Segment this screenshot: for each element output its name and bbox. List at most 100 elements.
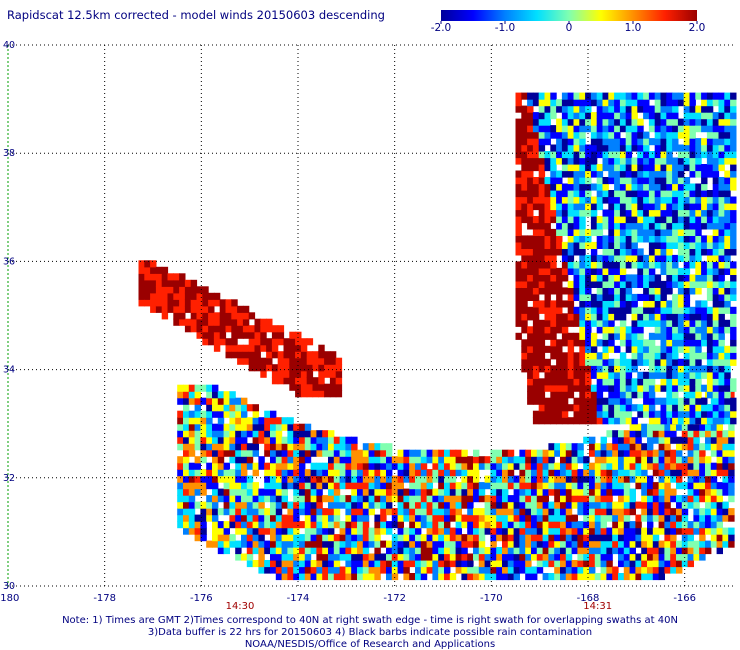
wind-cell [730, 235, 737, 243]
wind-cell [206, 430, 213, 438]
wind-cell [455, 514, 462, 522]
wind-cell [548, 573, 555, 581]
wind-cell [252, 508, 259, 516]
wind-cell [689, 248, 696, 256]
wind-cell [310, 566, 317, 574]
wind-cell [304, 430, 312, 438]
wind-cell [208, 312, 215, 320]
wind-cell [264, 527, 271, 535]
wind-cell [699, 423, 706, 431]
wind-cell [695, 261, 702, 269]
wind-cell [183, 456, 190, 464]
wind-cell [449, 469, 457, 477]
wind-cell [328, 443, 335, 451]
wind-cell [677, 157, 685, 165]
wind-cell [666, 391, 673, 399]
wind-cell [490, 482, 497, 490]
wind-cell [507, 495, 515, 503]
wind-cell [619, 118, 627, 126]
wind-cell [295, 351, 302, 359]
wind-cell [641, 423, 648, 431]
wind-cell [403, 456, 410, 464]
wind-cell [583, 527, 590, 535]
wind-cell [730, 99, 737, 107]
wind-cell [351, 514, 358, 522]
wind-cell [594, 573, 602, 581]
wind-cell [643, 235, 650, 243]
wind-cell [643, 112, 650, 120]
wind-cell [695, 164, 702, 172]
wind-cell [619, 352, 627, 360]
wind-cell [718, 216, 725, 224]
wind-cell [660, 339, 667, 347]
wind-cell [473, 456, 480, 464]
wind-cell [579, 339, 586, 347]
wind-cell [550, 151, 557, 159]
wind-cell [670, 475, 677, 483]
wind-cell [229, 449, 236, 457]
wind-cell [602, 326, 609, 334]
wind-cell [701, 306, 708, 314]
wind-cell [619, 319, 627, 327]
wind-cell [666, 358, 673, 366]
wind-cell [565, 573, 573, 581]
wind-cell [455, 547, 462, 555]
wind-cell [625, 345, 633, 353]
wind-cell [304, 573, 312, 581]
wind-cell [643, 138, 650, 146]
wind-cell [287, 547, 294, 555]
wind-cell [730, 280, 737, 288]
wind-cell [328, 449, 335, 457]
wind-cell [275, 573, 283, 581]
wind-cell [602, 222, 609, 230]
wind-cell [602, 378, 609, 386]
wind-cell [701, 300, 708, 308]
y-tick-label: 38 [3, 148, 15, 159]
wind-cell [652, 566, 660, 574]
wind-cell [223, 391, 230, 399]
wind-cell [648, 151, 656, 159]
wind-cell [618, 436, 625, 444]
wind-cell [672, 235, 679, 243]
wind-cell [150, 273, 157, 281]
wind-cell [695, 144, 702, 152]
wind-cell [426, 495, 433, 503]
wind-cell [241, 462, 248, 470]
wind-cell [664, 423, 671, 431]
x-tick-label: -172 [383, 593, 406, 604]
wind-cell [532, 177, 540, 185]
wind-cell [397, 527, 404, 535]
wind-cell [362, 534, 370, 542]
wind-cell [585, 267, 592, 275]
wind-cell [217, 540, 225, 548]
wind-cell [710, 462, 718, 470]
wind-cell [409, 514, 416, 522]
wind-cell [652, 436, 660, 444]
wind-cell [202, 299, 209, 307]
wind-cell [554, 560, 561, 568]
wind-cell [438, 449, 445, 457]
wind-cell [299, 540, 306, 548]
wind-cell [515, 209, 522, 217]
wind-cell [561, 391, 569, 399]
wind-cell [345, 527, 352, 535]
wind-cell [571, 547, 578, 555]
wind-cell [538, 365, 546, 373]
wind-cell [270, 560, 277, 568]
wind-cell [235, 443, 242, 451]
wind-cell [701, 384, 708, 392]
wind-cell [318, 351, 325, 359]
wind-cell [241, 482, 248, 490]
wind-cell [183, 417, 190, 425]
wind-cell [438, 547, 445, 555]
wind-cell [712, 216, 720, 224]
wind-cell [316, 514, 323, 522]
wind-cell [643, 274, 650, 282]
wind-cell [386, 560, 393, 568]
wind-cell [687, 488, 694, 496]
wind-cell [532, 365, 540, 373]
wind-cell [676, 514, 683, 522]
wind-cell [596, 280, 604, 288]
wind-cell [538, 118, 546, 126]
wind-cell [200, 508, 207, 516]
